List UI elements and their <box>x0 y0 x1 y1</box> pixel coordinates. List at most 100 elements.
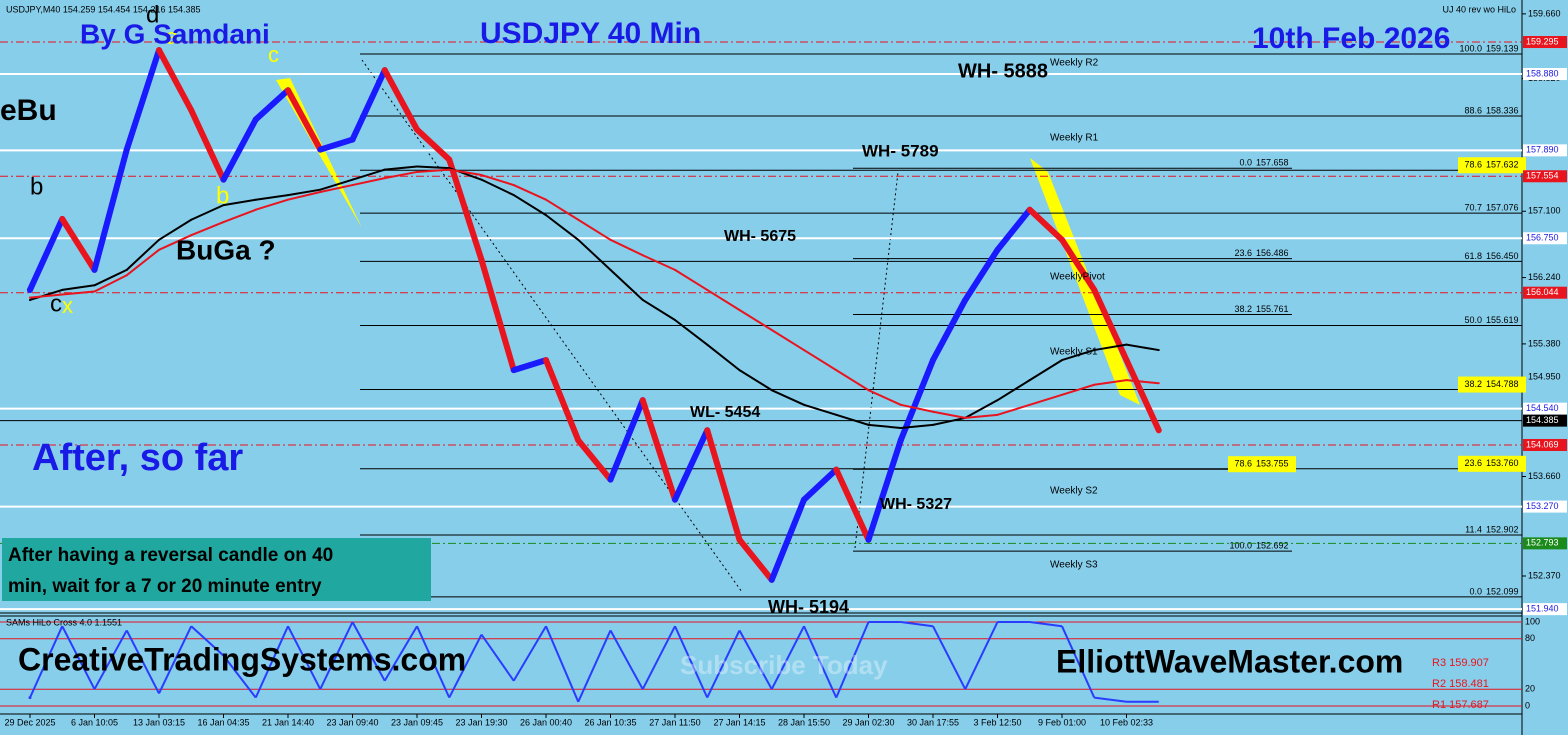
fib-price: 153.760 <box>1486 458 1519 468</box>
fib-price: 156.486 <box>1256 248 1289 258</box>
date: 10th Feb 2026 <box>1252 22 1450 55</box>
oscillator-segment <box>29 625 64 699</box>
fib-price: 157.632 <box>1486 160 1519 170</box>
moving-average-segment <box>512 184 547 201</box>
moving-average-segment <box>383 165 418 171</box>
moving-average-segment <box>899 423 934 429</box>
x-tick-label: 27 Jan 11:50 <box>649 717 700 727</box>
moving-average-segment <box>1061 349 1096 362</box>
y-tick-label: 0 <box>1525 700 1530 710</box>
annotation: WL- 5454 <box>690 404 760 421</box>
oscillator-segment <box>674 625 709 699</box>
fib-ratio: 50.0 <box>1464 315 1482 325</box>
x-tick-label: 26 Jan 00:40 <box>520 717 572 727</box>
fib-ratio: 23.6 <box>1234 248 1252 258</box>
pivot-label: Weekly S2 <box>1050 486 1098 497</box>
fib-price: 152.692 <box>1256 541 1289 551</box>
footer-text: R2 158.481 <box>1432 678 1489 690</box>
level-label: 159.295 <box>1526 36 1559 46</box>
dotted-line <box>361 59 743 593</box>
fib-ratio: 38.2 <box>1234 304 1252 314</box>
level-label: 153.270 <box>1526 501 1559 511</box>
moving-average-segment <box>545 214 580 241</box>
x-tick-label: 9 Feb 01:00 <box>1038 717 1086 727</box>
level-box <box>1523 170 1567 183</box>
footer-text: ElliottWaveMaster.com <box>1056 643 1403 679</box>
price-segment <box>188 107 227 183</box>
moving-average-segment <box>125 238 160 271</box>
moving-average-segment <box>287 188 322 197</box>
level-box <box>1523 603 1567 616</box>
price-segment <box>27 215 66 293</box>
oscillator-segment <box>287 625 322 690</box>
moving-average-segment <box>254 198 289 211</box>
oscillator-segment <box>416 625 451 699</box>
moving-average-segment <box>448 168 483 177</box>
price-segment <box>349 67 388 143</box>
price-segment <box>59 215 98 273</box>
fib-ratio: 100.0 <box>1229 541 1252 551</box>
moving-average-segment <box>61 284 96 291</box>
indicator-name: UJ 40 rev wo HiLo <box>1442 4 1516 14</box>
dotted-line <box>854 171 899 549</box>
annotation: eBu <box>0 94 57 127</box>
price-segment <box>962 246 1001 303</box>
price-segment <box>1026 206 1065 243</box>
price-segment <box>930 296 969 364</box>
price-segment <box>478 256 517 374</box>
oscillator-segment <box>706 629 741 699</box>
fib-ratio: 70.7 <box>1464 202 1482 212</box>
level-box <box>1523 438 1567 451</box>
moving-average-segment <box>222 208 257 224</box>
note-line: min, wait for a 7 or 20 minute entry <box>8 576 322 597</box>
moving-average-segment <box>93 268 128 287</box>
moving-average-segment <box>1028 393 1063 406</box>
pivot-label: WeeklyPivot <box>1050 272 1105 283</box>
moving-average-segment <box>351 177 386 187</box>
price-segment <box>543 357 582 444</box>
moving-average-segment <box>480 178 515 197</box>
x-tick-label: 21 Jan 14:40 <box>262 717 314 727</box>
moving-average-segment <box>158 218 193 241</box>
x-tick-label: 23 Jan 09:40 <box>326 717 378 727</box>
y-tick-label: 152.370 <box>1528 570 1561 580</box>
level-label: 154.385 <box>1526 415 1559 425</box>
moving-average-segment <box>480 174 515 187</box>
fib-price: 158.336 <box>1486 105 1519 115</box>
y-tick-label: 80 <box>1525 633 1535 643</box>
moving-average-segment <box>1061 383 1096 396</box>
price-segment <box>414 126 453 163</box>
moving-average-segment <box>706 343 741 372</box>
moving-average-segment <box>93 274 128 293</box>
moving-average-segment <box>287 190 322 201</box>
moving-average-segment <box>932 416 967 426</box>
x-tick-label: 28 Jan 15:50 <box>778 717 830 727</box>
annotation: After, so far <box>32 437 243 479</box>
fib-ratio: 0.0 <box>1239 158 1252 168</box>
moving-average-segment <box>222 198 257 207</box>
y-tick-label: 159.660 <box>1528 8 1561 18</box>
oscillator-segment <box>480 634 515 682</box>
fib-ratio: 23.6 <box>1464 458 1482 468</box>
price-segment <box>220 116 259 183</box>
annotation: BuGa ? <box>176 234 276 265</box>
oscillator-segment <box>190 625 225 657</box>
price-segment <box>801 466 840 503</box>
author: By G Samdani <box>80 18 270 49</box>
level-box <box>1523 402 1567 415</box>
level-box <box>1523 286 1567 299</box>
fib-ratio: 61.8 <box>1464 251 1482 261</box>
moving-average-segment <box>29 288 64 301</box>
fib-highlight <box>1458 157 1526 174</box>
level-box <box>1523 500 1567 513</box>
annotation: WH- 5327 <box>880 496 952 513</box>
footer-text: R3 159.907 <box>1432 657 1489 669</box>
price-segment <box>446 156 485 263</box>
moving-average-segment <box>1028 359 1063 382</box>
oscillator-segment <box>1061 625 1096 699</box>
y-tick-label: 100 <box>1525 616 1540 626</box>
fib-price: 156.450 <box>1486 251 1519 261</box>
level-label: 154.540 <box>1526 403 1559 413</box>
oscillator-segment <box>512 625 547 682</box>
